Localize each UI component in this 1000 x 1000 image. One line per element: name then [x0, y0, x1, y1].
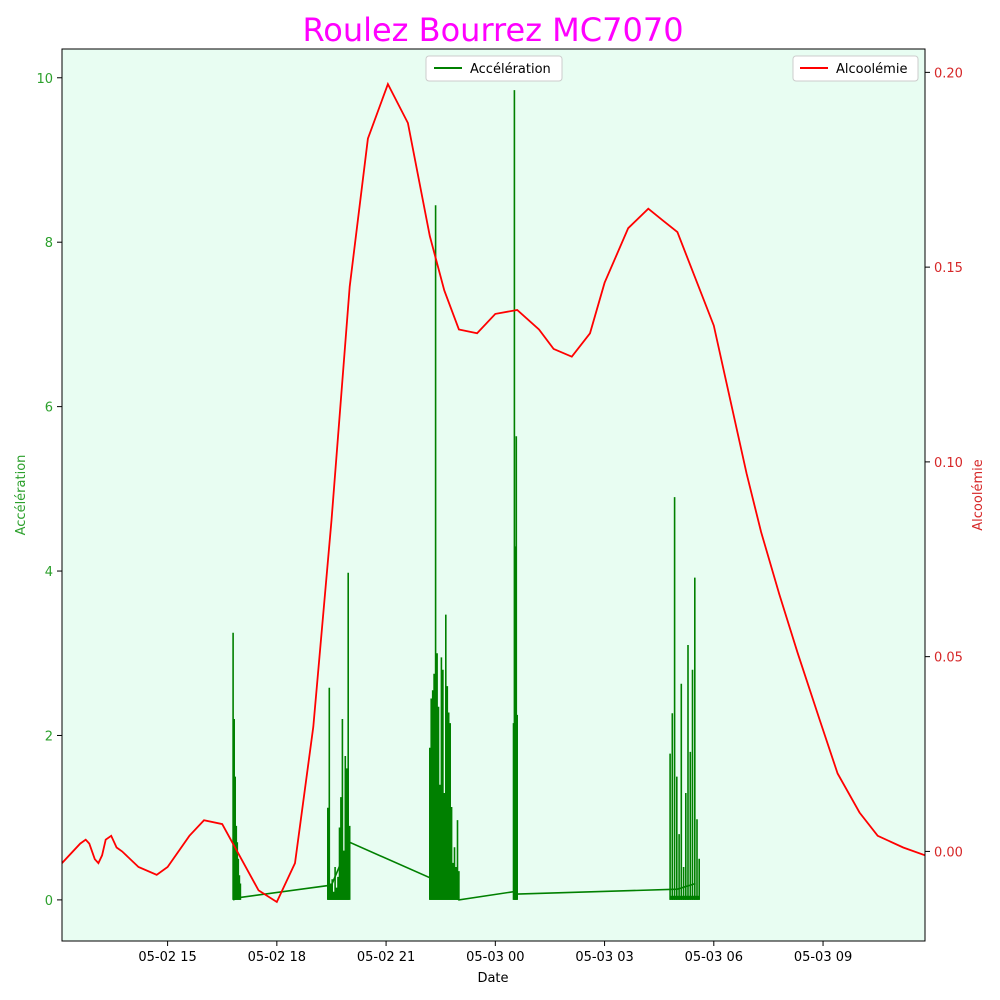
- left-tick-label: 6: [45, 401, 53, 416]
- legend-alcoolemie: Alcoolémie: [792, 55, 919, 82]
- acceleration-burst-base: [429, 895, 459, 900]
- alcoolemie-series-line: [62, 81, 925, 904]
- x-tick-label: 05-02 15: [138, 950, 196, 965]
- left-tick-label: 8: [45, 236, 53, 251]
- x-tick-label: 05-02 18: [248, 950, 306, 965]
- acceleration-burst-base: [670, 895, 700, 900]
- x-tick-label: 05-03 03: [575, 950, 633, 965]
- right-tick-label: 0.15: [934, 261, 963, 276]
- x-tick-label: 05-02 21: [357, 950, 415, 965]
- left-axis-ticks: 0 2 4 6 8 10: [36, 72, 62, 909]
- acceleration-burst: [429, 205, 460, 900]
- x-axis-ticks: 05-02 15 05-02 18 05-02 21 05-03 00 05-03 03…: [138, 941, 852, 965]
- acceleration-burst: [327, 572, 351, 900]
- plot-area: [62, 49, 925, 941]
- left-tick-label: 4: [45, 565, 53, 580]
- x-axis-label: Date: [477, 971, 508, 986]
- x-tick-label: 05-03 06: [685, 950, 743, 965]
- legend-acceleration-label: Accélération: [470, 62, 551, 77]
- legend-acceleration: Accélération: [425, 55, 563, 82]
- right-axis-ticks: 0.00 0.05 0.10 0.15 0.20: [925, 66, 963, 860]
- right-tick-label: 0.00: [934, 845, 963, 860]
- legend-alcoolemie-label: Alcoolémie: [836, 62, 907, 77]
- chart-title: Roulez Bourrez MC7070: [302, 11, 683, 49]
- left-tick-label: 10: [36, 72, 53, 87]
- acceleration-series-line: [232, 841, 696, 901]
- left-axis-label: Accélération: [14, 455, 29, 536]
- acceleration-burst: [669, 497, 700, 900]
- right-tick-label: 0.20: [934, 66, 963, 81]
- x-tick-label: 05-03 00: [466, 950, 524, 965]
- x-tick-label: 05-03 09: [794, 950, 852, 965]
- acceleration-burst-base: [327, 895, 350, 900]
- acceleration-burst: [512, 90, 518, 900]
- acceleration-burst-base: [513, 895, 518, 900]
- right-tick-label: 0.05: [934, 651, 963, 666]
- right-tick-label: 0.10: [934, 456, 963, 471]
- right-axis-label: Alcoolémie: [971, 459, 986, 530]
- left-tick-label: 0: [45, 894, 53, 909]
- left-tick-label: 2: [45, 729, 53, 744]
- plot-frame: [61, 48, 926, 942]
- acceleration-burst: [232, 632, 242, 900]
- acceleration-bursts: [232, 90, 700, 900]
